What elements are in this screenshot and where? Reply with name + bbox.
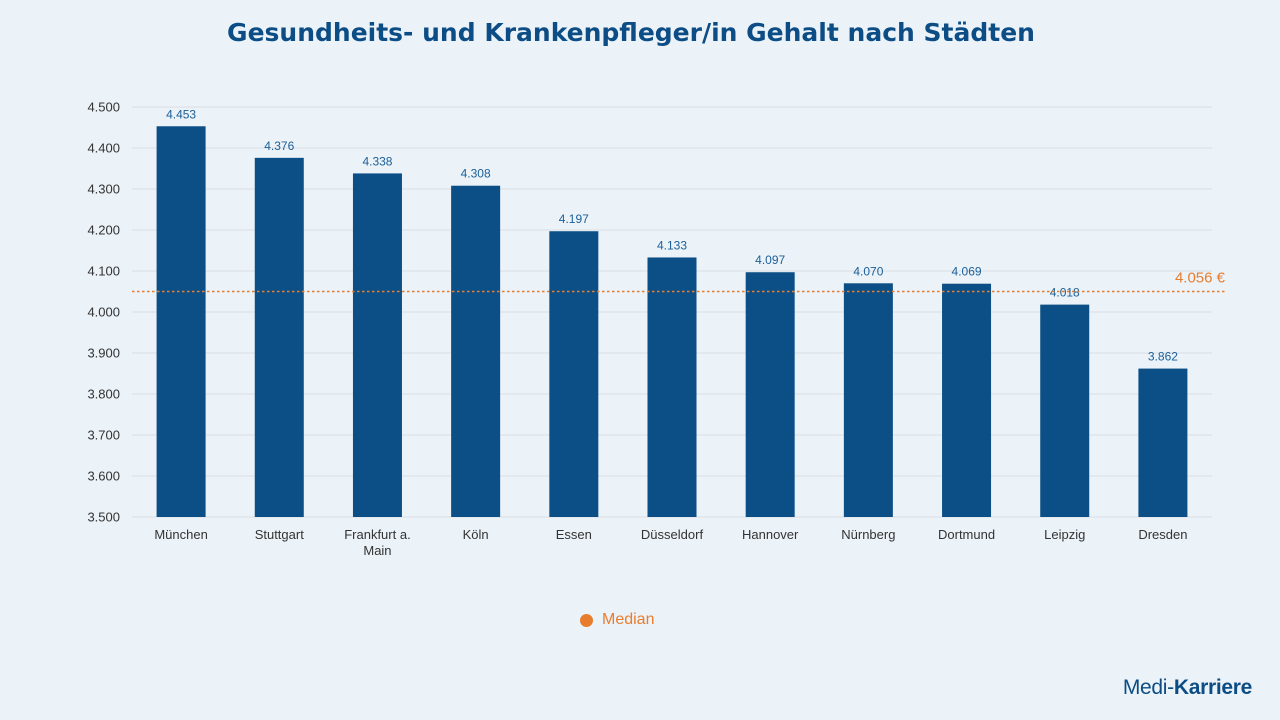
y-tick-label: 3.800 [87,387,120,402]
x-tick-label: Düsseldorf [641,527,704,542]
value-label: 4.197 [559,212,589,226]
value-label: 4.308 [461,167,491,181]
y-tick-label: 4.300 [87,182,120,197]
value-label: 4.338 [362,154,392,168]
value-label: 4.018 [1050,286,1080,300]
bar [156,126,206,518]
bar [1138,368,1188,517]
x-tick-label: Essen [556,527,592,542]
bar [549,231,599,518]
bar [942,283,992,517]
y-axis-tick-labels: 3.500 3.600 3.700 3.800 3.900 4.000 4.100 4.200… [87,100,120,525]
x-tick-label: Nürnberg [841,527,895,542]
value-label: 4.097 [755,253,785,267]
brand-logo-part2: Karriere [1173,676,1252,699]
y-tick-label: 3.500 [87,510,120,525]
value-labels: 4.453 4.376 4.338 4.308 4.197 4.133 4.097 4.070… [166,107,1178,363]
bar [745,272,795,517]
legend: Median [580,611,654,629]
bar [352,173,402,518]
x-tick-label: Main [363,543,391,558]
value-label: 4.376 [264,139,294,153]
chart-title: Gesundheits- und Krankenpfleger/in Gehal… [227,18,1035,47]
y-tick-label: 3.700 [87,428,120,443]
y-tick-label: 3.900 [87,346,120,361]
x-tick-label: Köln [463,527,489,542]
y-tick-label: 4.100 [87,264,120,279]
bars [156,126,1188,518]
x-tick-label: Frankfurt a. [344,527,410,542]
x-tick-label: Dresden [1138,527,1187,542]
value-label: 4.069 [952,265,982,279]
legend-median-marker [580,613,593,627]
value-label: 4.070 [853,264,883,278]
brand-logo: Medi-Karriere [1123,676,1252,700]
legend-median-label: Median [602,611,655,628]
brand-logo-part1: Medi- [1122,676,1174,699]
x-tick-label: München [154,527,207,542]
y-tick-label: 4.400 [87,141,120,156]
x-tick-label: Dortmund [938,527,995,542]
bar [843,283,893,517]
bar [451,185,501,517]
y-tick-label: 4.200 [87,223,120,238]
median-value-label: 4.056 € [1175,270,1226,287]
y-tick-label: 4.500 [87,100,120,115]
x-tick-label: Stuttgart [255,527,305,542]
x-tick-label: Hannover [742,527,799,542]
y-tick-label: 4.000 [87,305,120,320]
bar [1040,304,1090,517]
x-axis-tick-labels: München Stuttgart Frankfurt a.Main Köln Esse… [154,527,1187,558]
bar [254,157,304,517]
value-label: 3.862 [1148,350,1178,364]
median-reference: 4.056 € [132,270,1226,293]
bar [647,257,697,517]
y-tick-label: 3.600 [87,469,120,484]
value-label: 4.453 [166,107,196,121]
x-tick-label: Leipzig [1044,527,1085,542]
value-label: 4.133 [657,238,687,252]
